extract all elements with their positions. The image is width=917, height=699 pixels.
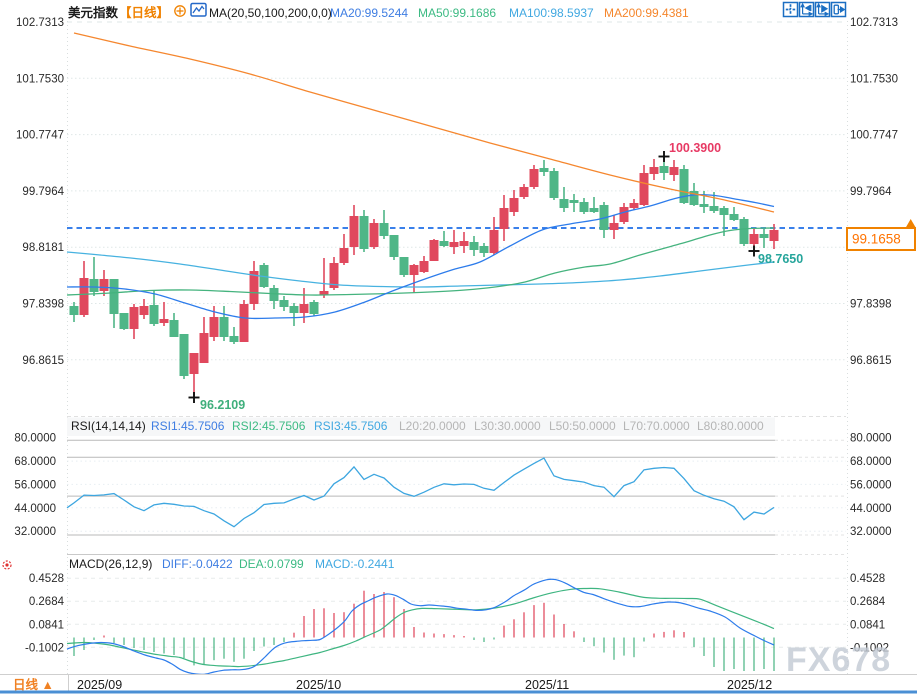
svg-text:96.2109: 96.2109 <box>200 398 245 412</box>
svg-text:MA(20,50,100,200,0,0): MA(20,50,100,200,0,0) <box>209 6 332 20</box>
svg-text:-0.1002: -0.1002 <box>25 642 64 654</box>
svg-text:MA200:99.4381: MA200:99.4381 <box>604 6 689 20</box>
svg-text:【日线】: 【日线】 <box>119 5 169 20</box>
svg-text:L20:20.0000: L20:20.0000 <box>399 419 466 433</box>
svg-text:0.2684: 0.2684 <box>850 596 886 608</box>
svg-text:98.8181: 98.8181 <box>22 242 64 254</box>
svg-text:0.2684: 0.2684 <box>29 596 65 608</box>
svg-text:2025/09: 2025/09 <box>77 678 122 692</box>
svg-text:80.0000: 80.0000 <box>850 433 892 445</box>
svg-text:98.7650: 98.7650 <box>758 252 803 266</box>
svg-text:0.0841: 0.0841 <box>850 619 885 631</box>
svg-text:97.8398: 97.8398 <box>22 299 64 311</box>
svg-text:2025/11: 2025/11 <box>525 678 569 692</box>
svg-text:美元指数: 美元指数 <box>68 5 119 20</box>
svg-text:102.7313: 102.7313 <box>850 17 898 29</box>
svg-text:MA50:99.1686: MA50:99.1686 <box>418 6 496 20</box>
svg-text:DEA:0.0799: DEA:0.0799 <box>239 557 304 571</box>
svg-text:MACD:-0.2441: MACD:-0.2441 <box>315 557 395 571</box>
svg-text:100.7747: 100.7747 <box>850 130 898 142</box>
svg-text:2025/10: 2025/10 <box>296 678 341 692</box>
svg-text:99.7964: 99.7964 <box>850 186 892 198</box>
svg-text:100.3900: 100.3900 <box>669 141 721 155</box>
svg-text:68.0000: 68.0000 <box>850 456 892 468</box>
svg-text:56.0000: 56.0000 <box>850 479 892 491</box>
svg-text:RSI2:45.7506: RSI2:45.7506 <box>232 419 306 433</box>
svg-text:MACD(26,12,9): MACD(26,12,9) <box>69 557 152 571</box>
svg-text:80.0000: 80.0000 <box>14 433 56 445</box>
svg-text:FX678: FX678 <box>786 641 891 679</box>
svg-text:0.0841: 0.0841 <box>29 619 64 631</box>
svg-text:2025/12: 2025/12 <box>727 678 772 692</box>
svg-text:日线 ▲: 日线 ▲ <box>13 677 54 692</box>
svg-text:-0.1002: -0.1002 <box>850 642 889 654</box>
svg-text:99.1658: 99.1658 <box>852 232 901 247</box>
svg-text:RSI(14,14,14): RSI(14,14,14) <box>71 419 146 433</box>
svg-text:L30:30.0000: L30:30.0000 <box>474 419 541 433</box>
svg-text:MA100:98.5937: MA100:98.5937 <box>509 6 594 20</box>
svg-text:101.7530: 101.7530 <box>16 73 64 85</box>
svg-text:102.7313: 102.7313 <box>16 17 64 29</box>
svg-text:101.7530: 101.7530 <box>850 73 898 85</box>
svg-text:0.4528: 0.4528 <box>850 573 885 585</box>
svg-text:L70:70.0000: L70:70.0000 <box>623 419 690 433</box>
svg-text:97.8398: 97.8398 <box>850 299 892 311</box>
svg-text:44.0000: 44.0000 <box>14 503 56 515</box>
svg-text:DIFF:-0.0422: DIFF:-0.0422 <box>162 557 233 571</box>
svg-text:L80:80.0000: L80:80.0000 <box>697 419 764 433</box>
svg-text:32.0000: 32.0000 <box>14 526 56 538</box>
svg-text:RSI3:45.7506: RSI3:45.7506 <box>314 419 388 433</box>
svg-text:L50:50.0000: L50:50.0000 <box>549 419 616 433</box>
svg-text:100.7747: 100.7747 <box>16 130 64 142</box>
svg-text:MA20:99.5244: MA20:99.5244 <box>330 6 408 20</box>
svg-text:56.0000: 56.0000 <box>14 479 56 491</box>
svg-text:44.0000: 44.0000 <box>850 503 892 515</box>
svg-text:32.0000: 32.0000 <box>850 526 892 538</box>
svg-text:96.8615: 96.8615 <box>22 355 64 367</box>
svg-text:68.0000: 68.0000 <box>14 456 56 468</box>
svg-text:RSI1:45.7506: RSI1:45.7506 <box>151 419 225 433</box>
svg-text:96.8615: 96.8615 <box>850 355 892 367</box>
svg-text:0.4528: 0.4528 <box>29 573 64 585</box>
svg-text:99.7964: 99.7964 <box>22 186 64 198</box>
